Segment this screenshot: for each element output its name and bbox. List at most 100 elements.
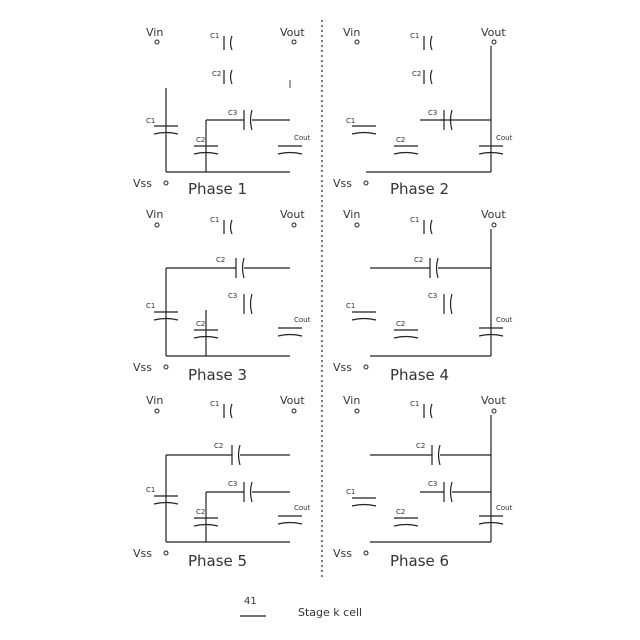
- svg-text:C2: C2: [214, 442, 223, 450]
- vout-terminal: [291, 39, 297, 45]
- svg-text:C2: C2: [216, 256, 225, 264]
- svg-text:C1: C1: [346, 302, 355, 310]
- capacitor-c1: C1: [346, 117, 377, 135]
- floating-capacitor-c1: C1: [210, 32, 233, 51]
- vout-terminal: [491, 39, 497, 45]
- capacitor-c2: C2: [393, 136, 419, 155]
- vin-pin-label: Vin: [343, 208, 360, 221]
- capacitor-c1: C1: [146, 302, 179, 321]
- vin-pin-label: Vin: [343, 394, 360, 407]
- capacitor-c1: C1: [346, 488, 377, 507]
- vss-terminal: [163, 550, 169, 556]
- floating-capacitor-c1: C1: [410, 32, 433, 51]
- svg-text:C3: C3: [428, 292, 437, 300]
- figure-caption: Stage k cell: [298, 606, 362, 619]
- svg-text:C1: C1: [410, 400, 419, 408]
- svg-text:C3: C3: [428, 109, 437, 117]
- floating-capacitor-c1: C1: [410, 216, 433, 235]
- floating-capacitor-c2: C2: [212, 69, 233, 85]
- vss-pin-label: Vss: [333, 177, 352, 190]
- capacitor-c1: C1: [146, 117, 179, 135]
- phase-label: Phase 5: [188, 552, 247, 570]
- svg-text:C2: C2: [396, 320, 405, 328]
- svg-text:C3: C3: [228, 109, 237, 117]
- svg-text:C1: C1: [210, 32, 219, 40]
- phase-2-panel: Vin Vout C1 C2 C3 C1 C2 Cout: [333, 26, 513, 198]
- svg-text:C1: C1: [410, 216, 419, 224]
- vout-pin-label: Vout: [481, 394, 506, 407]
- svg-text:Cout: Cout: [294, 134, 311, 142]
- vin-pin-label: Vin: [343, 26, 360, 39]
- svg-text:C2: C2: [196, 508, 205, 516]
- phase-5-panel: Vin Vout C1 C2 C1 C2 C3: [133, 394, 311, 570]
- output-capacitor: Cout: [478, 134, 513, 155]
- svg-text:C1: C1: [146, 117, 155, 125]
- svg-text:C1: C1: [210, 216, 219, 224]
- floating-capacitor-c1: C1: [210, 400, 233, 419]
- vss-terminal: [163, 180, 169, 186]
- phase-3-panel: Vin Vout C1 C2 C1 C2 C3 Cout: [133, 208, 311, 384]
- vss-pin-label: Vss: [133, 547, 152, 560]
- output-capacitor: Cout: [478, 316, 513, 337]
- vin-pin-label: Vin: [146, 26, 163, 39]
- phase-label: Phase 6: [390, 552, 449, 570]
- vout-pin-label: Vout: [481, 208, 506, 221]
- vin-pin-label: Vin: [146, 208, 163, 221]
- vss-terminal: [363, 364, 369, 370]
- capacitor-c3: C3: [428, 480, 453, 503]
- phase-label: Phase 4: [390, 366, 449, 384]
- phase-label: Phase 3: [188, 366, 247, 384]
- vss-terminal: [363, 550, 369, 556]
- svg-text:C3: C3: [228, 292, 237, 300]
- vss-pin-label: Vss: [333, 547, 352, 560]
- svg-text:C1: C1: [146, 302, 155, 310]
- vout-pin-label: Vout: [280, 26, 305, 39]
- capacitor-c2: C2: [414, 256, 439, 279]
- svg-text:C2: C2: [412, 70, 421, 78]
- svg-text:C2: C2: [396, 136, 405, 144]
- svg-text:Cout: Cout: [496, 316, 513, 324]
- capacitor-c1: C1: [346, 302, 377, 321]
- phase-1-panel: Vin Vout C1 C2 C1 C2 C3 Cout: [133, 26, 311, 198]
- floating-capacitor-c1: C1: [210, 216, 233, 235]
- capacitor-c2: C2: [214, 442, 241, 466]
- vout-terminal: [291, 222, 297, 228]
- vout-pin-label: Vout: [280, 394, 305, 407]
- vss-pin-label: Vss: [133, 177, 152, 190]
- capacitor-c2: C2: [393, 508, 419, 527]
- output-capacitor: Cout: [277, 504, 311, 525]
- svg-text:Cout: Cout: [496, 134, 513, 142]
- capacitor-c3: C3: [228, 292, 253, 315]
- capacitor-c3: C3: [428, 292, 453, 315]
- capacitor-c2: C2: [393, 320, 419, 339]
- output-capacitor: Cout: [277, 316, 311, 337]
- svg-text:C2: C2: [396, 508, 405, 516]
- vin-terminal: [154, 39, 160, 45]
- capacitor-c3: C3: [228, 480, 253, 503]
- vout-pin-label: Vout: [481, 26, 506, 39]
- vss-pin-label: Vss: [333, 361, 352, 374]
- svg-text:C3: C3: [228, 480, 237, 488]
- capacitor-c1: C1: [146, 486, 179, 505]
- floating-capacitor-c1: C1: [410, 400, 433, 419]
- svg-text:C3: C3: [428, 480, 437, 488]
- output-capacitor: Cout: [478, 504, 513, 525]
- svg-text:C1: C1: [346, 488, 355, 496]
- phase-label: Phase 1: [188, 180, 247, 198]
- svg-text:C2: C2: [416, 442, 425, 450]
- svg-text:C2: C2: [414, 256, 423, 264]
- vout-terminal: [491, 222, 497, 228]
- vout-terminal: [491, 408, 497, 414]
- svg-text:Cout: Cout: [294, 504, 311, 512]
- svg-text:C2: C2: [196, 320, 205, 328]
- vss-terminal: [363, 180, 369, 186]
- svg-text:C1: C1: [210, 400, 219, 408]
- vin-pin-label: Vin: [146, 394, 163, 407]
- vin-terminal: [354, 222, 360, 228]
- phase-4-panel: Vin Vout C1 C2 C3 C1 C2 Cout: [333, 208, 513, 384]
- capacitor-c2: C2: [193, 508, 219, 527]
- vin-terminal: [154, 408, 160, 414]
- phase-label: Phase 2: [390, 180, 449, 198]
- vin-terminal: [154, 222, 160, 228]
